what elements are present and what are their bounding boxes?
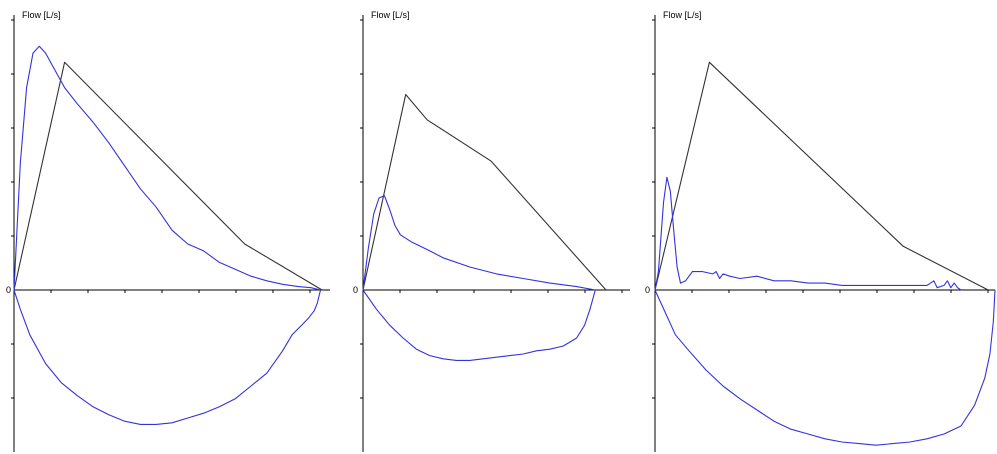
y-axis-title: Flow [L/s] — [22, 10, 61, 20]
chart-panel-3: Flow [L/s] 0 — [645, 10, 996, 452]
series-expiratory-line — [13, 45, 321, 291]
series-inspiratory-line — [362, 289, 596, 361]
zero-tick-label: 0 — [353, 285, 358, 295]
zero-tick-label: 0 — [6, 285, 11, 295]
series-predicted-line — [654, 61, 989, 291]
chart-panel-2: Flow [L/s] 0 — [353, 10, 630, 452]
series-expiratory-line — [362, 195, 596, 291]
y-axis-title: Flow [L/s] — [663, 10, 702, 20]
zero-tick-label: 0 — [645, 285, 650, 295]
series-expiratory-line — [654, 176, 962, 291]
series-predicted-line — [13, 61, 323, 291]
series-inspiratory-line — [654, 289, 996, 446]
series-predicted-line — [362, 93, 607, 291]
series-inspiratory-line — [13, 289, 322, 425]
y-axis-title: Flow [L/s] — [371, 10, 410, 20]
chart-panel-1: Flow [L/s] 0 — [6, 10, 330, 452]
